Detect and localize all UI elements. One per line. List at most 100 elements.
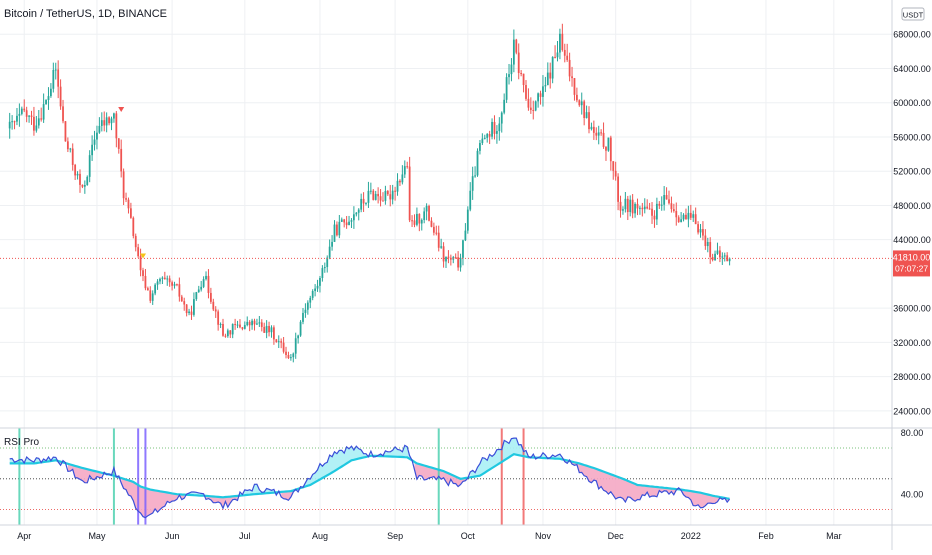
price-tick-label: 36000.00 <box>893 304 931 314</box>
candle-body <box>285 351 287 355</box>
candle-body <box>156 281 159 285</box>
candle-body <box>639 207 641 209</box>
candle-body <box>28 115 30 117</box>
candle-body <box>98 125 101 133</box>
candle-body <box>345 222 348 226</box>
candle-body <box>183 301 186 305</box>
candle-body <box>382 200 384 202</box>
candle-body <box>687 212 690 220</box>
candle-body <box>483 137 486 139</box>
candle-body <box>522 73 525 86</box>
candle-body <box>314 288 317 292</box>
candle-body <box>454 257 457 259</box>
candle-body <box>597 132 600 136</box>
candle-body <box>440 246 443 248</box>
time-tick-label: Aug <box>312 531 328 541</box>
candle-body <box>115 113 118 139</box>
candle-body <box>260 322 263 327</box>
candle-body <box>474 175 476 177</box>
currency-button[interactable]: USDT <box>901 7 925 21</box>
candle-body <box>64 121 67 142</box>
time-tick-label: Oct <box>461 531 476 541</box>
price-tick-label: 44000.00 <box>893 235 931 245</box>
candle-body <box>338 221 341 236</box>
rsi-tick-label: 80.00 <box>901 428 924 438</box>
candle-body <box>537 93 540 102</box>
candle-body <box>512 39 515 65</box>
candle-body <box>406 166 409 168</box>
candle-body <box>442 246 445 262</box>
candle-body <box>132 217 135 236</box>
candle-body <box>302 312 304 322</box>
candle-body <box>469 190 472 210</box>
candle-body <box>651 208 653 216</box>
candle-body <box>236 324 239 326</box>
candle-body <box>534 101 537 111</box>
candle-body <box>636 203 639 209</box>
candle-body <box>372 190 375 200</box>
candle-body <box>8 121 11 129</box>
candle-body <box>241 327 244 329</box>
candle-body <box>50 88 52 97</box>
candle-body <box>432 226 435 233</box>
candle-body <box>180 296 183 302</box>
candle-body <box>122 171 125 199</box>
candle-body <box>365 202 367 204</box>
candle-body <box>108 117 110 124</box>
candle-body <box>137 247 140 257</box>
candle-body <box>20 108 23 114</box>
candle-body <box>311 291 314 298</box>
time-tick-label: May <box>88 531 106 541</box>
candle-body <box>546 72 549 86</box>
candle-body <box>294 338 297 354</box>
candle-body <box>129 208 132 218</box>
candle-body <box>682 214 685 220</box>
candle-body <box>476 150 479 176</box>
candle-body <box>663 195 666 205</box>
candle-body <box>447 256 450 258</box>
candle-body <box>554 56 556 58</box>
candle-body <box>605 146 607 151</box>
candle-body <box>510 64 513 75</box>
candle-body <box>532 109 535 111</box>
candle-body <box>100 120 103 126</box>
candle-body <box>515 39 518 53</box>
candle-body <box>88 155 91 177</box>
rsi-fill-region <box>206 495 238 509</box>
candle-body <box>685 214 687 220</box>
price-tick-label: 24000.00 <box>893 406 931 416</box>
candle-body <box>491 121 493 137</box>
candle-body <box>258 322 261 324</box>
candle-body <box>159 278 161 282</box>
candle-body <box>282 342 285 352</box>
candle-body <box>168 278 171 283</box>
candle-body <box>125 198 127 200</box>
candle-body <box>18 113 21 116</box>
candle-body <box>624 198 627 210</box>
candle-body <box>212 301 215 310</box>
candle-body <box>590 126 593 130</box>
time-tick-label: Sep <box>387 531 403 541</box>
candle-body <box>583 101 586 119</box>
candle-body <box>457 257 460 268</box>
rsi-fill-region <box>681 489 730 508</box>
candle-body <box>234 324 237 326</box>
candle-body <box>231 324 234 335</box>
candle-body <box>319 277 321 286</box>
price-tick-label: 48000.00 <box>893 201 931 211</box>
candle-body <box>702 229 704 236</box>
candle-body <box>326 257 329 268</box>
candle-body <box>396 180 399 192</box>
candle-body <box>120 148 123 172</box>
candle-body <box>306 302 309 310</box>
candle-body <box>76 173 79 176</box>
candle-body <box>74 164 77 176</box>
candle-body <box>672 209 675 212</box>
candle-body <box>430 220 433 227</box>
candle-body <box>287 354 290 359</box>
candle-body <box>270 327 273 333</box>
candle-body <box>188 311 190 314</box>
